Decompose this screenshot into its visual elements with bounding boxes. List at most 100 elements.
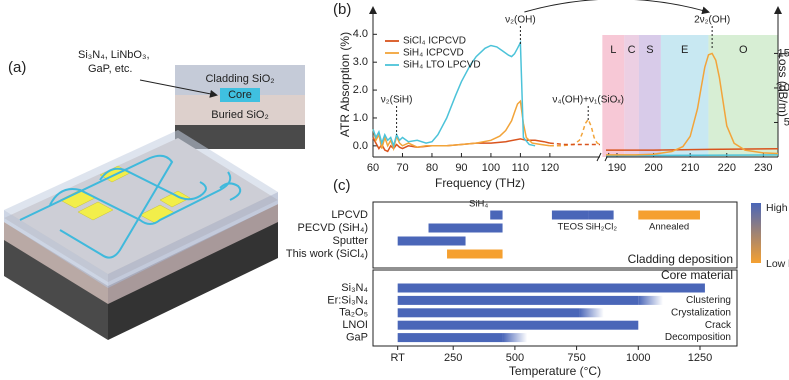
bar-label: Decomposition (665, 332, 731, 343)
band-label: C (628, 44, 636, 56)
range-bar (638, 210, 700, 220)
band-label: S (646, 44, 653, 56)
annotation: ν₂(OH) (505, 15, 536, 26)
bar-label: Clustering (686, 295, 731, 306)
band (602, 35, 625, 157)
legend-label: SiH₄ ICPCVD (403, 48, 464, 59)
panel-c: (c) Cladding deposition LPCVD SiH₄ TEOS SiH₂C… (286, 177, 789, 378)
range-bar (428, 223, 503, 233)
bar-label: TEOS (557, 222, 583, 233)
x-axis-label: Frequency (THz) (435, 176, 525, 190)
legend-label: SiCl₄ ICPCVD (403, 36, 466, 47)
cladding-label: Cladding SiO₂ (205, 73, 274, 85)
panel-title: Cladding deposition (628, 252, 733, 266)
y-tick-label: 4.0 (353, 28, 368, 40)
panel-frame (372, 201, 738, 269)
x-tick-label: 110 (512, 162, 530, 174)
panel-title: Core material (661, 268, 733, 282)
range-bar (397, 308, 580, 318)
colorbar-label: High loss (766, 202, 789, 214)
range-bar (397, 320, 639, 330)
band (660, 35, 709, 157)
x-tick-label: 120 (541, 162, 559, 174)
x-tick-label: 100 (482, 162, 500, 174)
chip-side (4, 232, 108, 340)
y2-axis-label: Loss (dB/m) (776, 52, 789, 117)
chip-side (108, 214, 278, 340)
panel-label: (b) (333, 1, 351, 18)
materials-label: GaP, etc. (88, 63, 132, 75)
absorption-line-dashed (549, 142, 600, 146)
x-tick-label: 230 (754, 162, 772, 174)
bar-label: Crystalization (671, 307, 731, 318)
y-tick-label: 0.0 (353, 140, 368, 152)
x-tick-label: 210 (681, 162, 699, 174)
range-bar (397, 333, 503, 343)
row-label: Sputter (333, 235, 369, 247)
band (638, 35, 661, 157)
chip-side (108, 204, 278, 304)
range-bar-fade (579, 308, 604, 318)
y-axis-label: ATR Absorption (%) (338, 32, 352, 137)
x-tick-label: 70 (396, 162, 408, 174)
panel-a: (a) Si₃N₄, LiNbO₃, GaP, etc. Cladding Si… (4, 49, 305, 340)
row-label: LPCVD (331, 209, 368, 221)
absorption-line-dashed (549, 117, 601, 147)
buried-label: Buried SiO₂ (211, 109, 268, 121)
loss-line (606, 52, 779, 156)
annotation: 2ν₂(OH) (694, 15, 730, 26)
x-tick-label: 500 (506, 352, 524, 364)
band (708, 35, 778, 157)
core (220, 88, 260, 102)
pointer-arrow (139, 79, 218, 98)
bar-label: Annealed (649, 222, 689, 233)
x-axis-label: Temperature (°C) (509, 364, 601, 378)
band-label: L (610, 44, 616, 56)
cladding-side (108, 192, 278, 288)
range-bar-fade (638, 295, 663, 305)
range-bar (588, 210, 614, 220)
x-tick-label: 60 (367, 162, 379, 174)
row-label: Ta₂O₅ (339, 307, 368, 319)
absorption-line (372, 39, 536, 149)
band (624, 35, 639, 157)
range-bar (397, 283, 705, 293)
y-tick-label: 2.0 (353, 84, 368, 96)
y2-tick-label: 150 (778, 47, 789, 59)
bar-label: Crack (705, 320, 732, 331)
colorbar-label: Low loss (766, 258, 789, 270)
materials-label: Si₃N₄, LiNbO₃, (78, 49, 150, 61)
absorption-line (372, 99, 551, 152)
bar-label: SiH₄ (469, 199, 488, 210)
y2-tick-label: 50 (784, 116, 789, 128)
cladding-side (4, 210, 108, 288)
colorbar (751, 203, 761, 263)
row-label: LNOI (342, 319, 368, 331)
y-tick-label: 1.0 (353, 112, 368, 124)
absorption-line (372, 137, 551, 153)
row-label: This work (SiCl₄) (286, 248, 368, 260)
x-tick-label: 750 (567, 352, 585, 364)
range-bar (551, 210, 589, 220)
annotation: ν₄(OH)+ν₁(SiOₓ) (552, 95, 624, 106)
row-label: Er:Si₃N₄ (327, 294, 368, 306)
panel-frame (372, 269, 738, 347)
row-label: Si₃N₄ (341, 282, 368, 294)
range-bar (490, 210, 503, 220)
x-tick-label: RT (390, 352, 405, 364)
x-tick-label: 250 (444, 352, 462, 364)
x-tick-label: 90 (455, 162, 467, 174)
band-label: O (739, 44, 748, 56)
legend-label: SiH₄ LTO LPCVD (403, 60, 481, 71)
x-tick-label: 190 (608, 162, 626, 174)
x-tick-label: 1250 (688, 352, 712, 364)
x-tick-label: 200 (644, 162, 662, 174)
row-label: PECVD (SiH₄) (298, 222, 369, 234)
y-tick-label: 3.0 (353, 56, 368, 68)
overtone-arrow (524, 0, 711, 15)
range-bar (397, 236, 466, 246)
range-bar (397, 295, 639, 305)
panel-label: (a) (8, 59, 26, 76)
panel-label: (c) (333, 177, 351, 194)
